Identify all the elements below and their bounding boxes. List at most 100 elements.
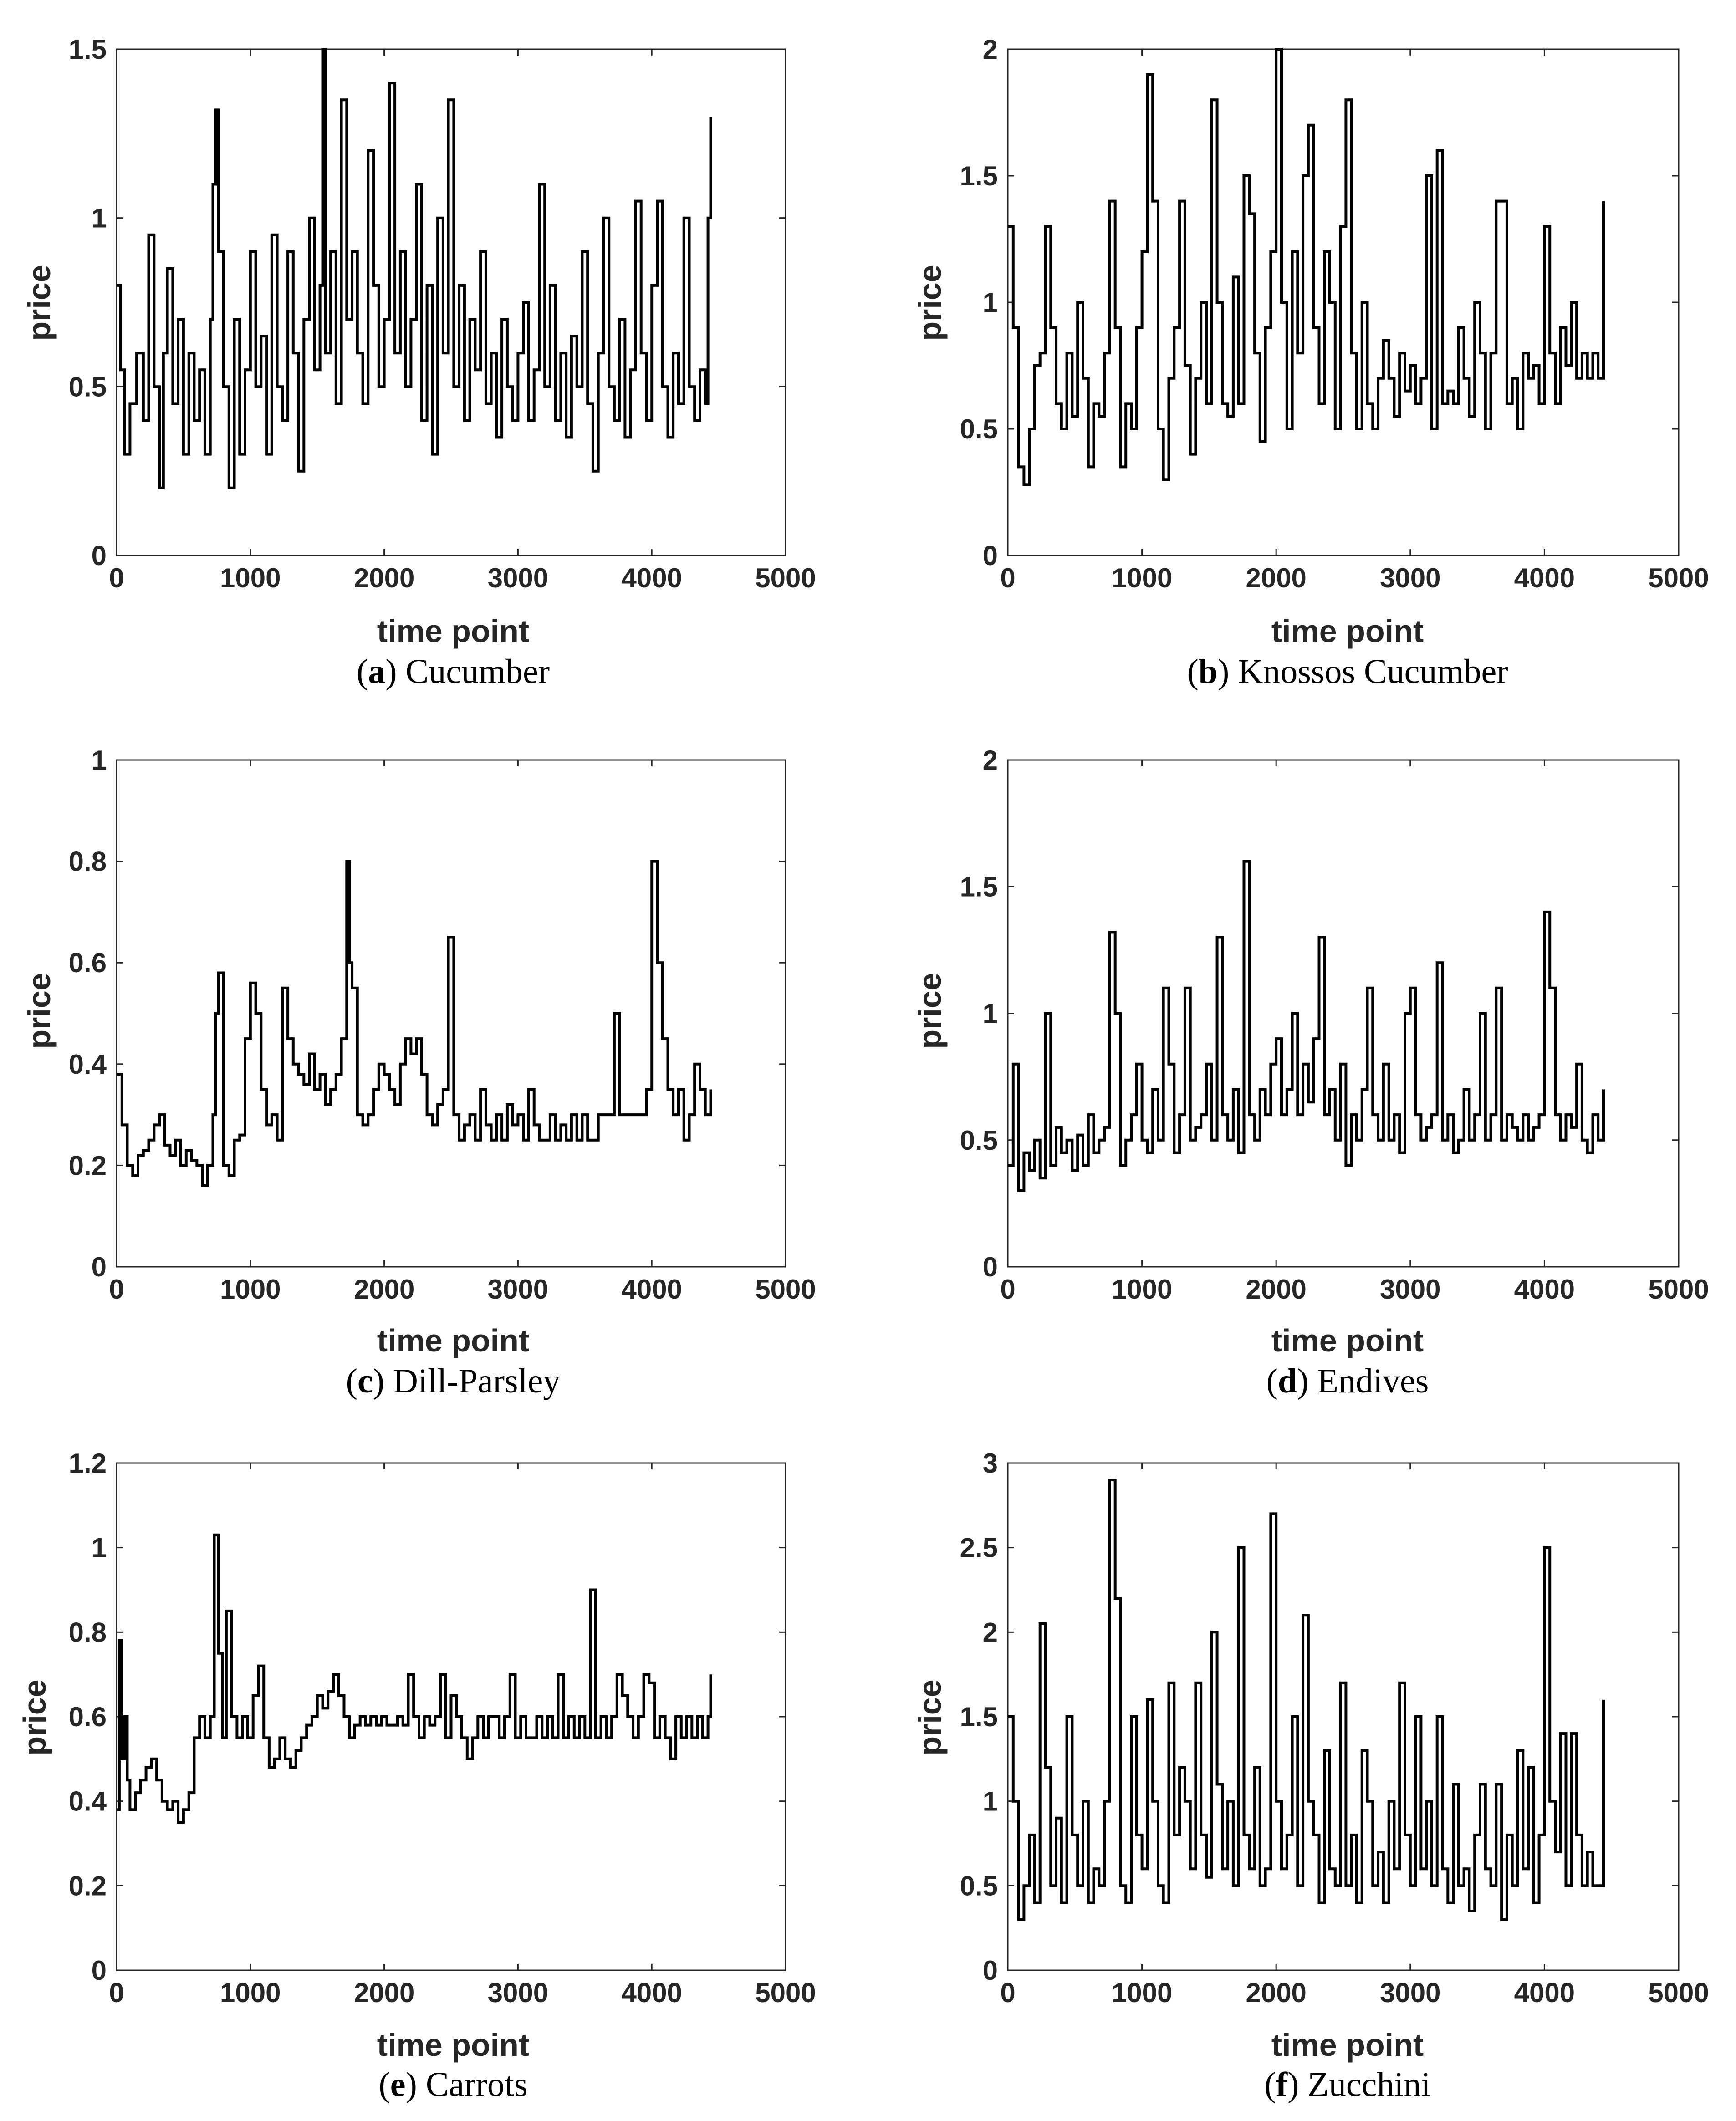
caption-c: (c) Dill-Parsley: [346, 1362, 561, 1400]
caption-letter: c: [357, 1362, 373, 1400]
y-tick-label: 0.4: [69, 1786, 107, 1817]
caption-a: (a) Cucumber: [356, 653, 550, 691]
x-tick-label: 3000: [1380, 563, 1440, 593]
series-line: [1008, 860, 1605, 1192]
panel-f: price time point 0 1000 2000 3000 4000 5000 0 0…: [912, 1448, 1709, 2063]
y-tick-label: 0: [983, 1252, 998, 1282]
y-tick-label: 1: [92, 203, 107, 234]
plot-frame: [116, 48, 786, 556]
x-tick-label: 0: [109, 563, 124, 593]
y-axis-title: price: [21, 265, 57, 341]
y-tick-label: 0.5: [69, 372, 107, 402]
panel-b: price time point 0 1000 2000 3000 4000 5000 0 0…: [912, 34, 1709, 649]
y-tick-label: 0.6: [69, 1702, 107, 1732]
y-tick-label: 3: [983, 1448, 998, 1479]
y-tick-label: 1: [92, 745, 107, 775]
x-tick-label: 0: [1000, 1274, 1015, 1305]
x-axis-title: time point: [1271, 1323, 1424, 1358]
y-tick-label: 0.6: [69, 948, 107, 978]
series-line: [117, 1533, 712, 1824]
x-tick-label: 1000: [1112, 1978, 1172, 2008]
y-tick-label: 0: [92, 1252, 107, 1282]
x-tick-label: 3000: [1380, 1274, 1440, 1305]
y-tick-label: 1.2: [69, 1448, 107, 1479]
x-tick-label: 4000: [621, 563, 682, 593]
x-tick-label: 1000: [220, 1274, 281, 1305]
y-tick-label: 2: [983, 34, 998, 65]
caption-letter: a: [368, 653, 386, 691]
caption-text: Cucumber: [405, 653, 550, 691]
caption-letter: b: [1198, 653, 1218, 691]
y-tick-label: 2: [983, 1617, 998, 1647]
x-tick-label: 3000: [488, 1274, 548, 1305]
caption-text: Zucchini: [1307, 2065, 1431, 2104]
caption-text: Knossos Cucumber: [1238, 653, 1508, 691]
y-tick-label: 0.8: [69, 1617, 107, 1647]
y-axis-title: price: [912, 973, 948, 1049]
x-tick-label: 0: [109, 1274, 124, 1305]
x-tick-label: 5000: [755, 563, 816, 593]
caption-letter: d: [1277, 1362, 1297, 1400]
caption-d: (d) Endives: [1266, 1362, 1429, 1400]
caption-text: Carrots: [425, 2065, 528, 2104]
x-tick-label: 0: [1000, 1978, 1015, 2008]
panel-e: price time point 0 1000 2000 3000 4000 5000 0 0…: [17, 1448, 816, 2063]
caption-f: (f) Zucchini: [1264, 2065, 1431, 2104]
x-axis-title: time point: [1271, 2027, 1424, 2063]
x-tick-label: 0: [109, 1978, 124, 2008]
x-tick-label: 1000: [220, 563, 281, 593]
x-tick-label: 2000: [354, 1978, 414, 2008]
y-tick-label: 0.4: [69, 1049, 107, 1080]
x-axis-title: time point: [377, 1323, 529, 1358]
x-tick-label: 3000: [488, 1978, 548, 2008]
y-tick-label: 0.5: [960, 1871, 998, 1901]
series-line: [117, 48, 712, 489]
y-tick-label: 1.5: [960, 161, 998, 191]
y-tick-label: 0.2: [69, 1871, 107, 1901]
x-tick-label: 5000: [1648, 1274, 1709, 1305]
x-tick-label: 2000: [354, 563, 414, 593]
y-tick-label: 1: [983, 999, 998, 1029]
y-tick-label: 0.5: [960, 414, 998, 444]
x-tick-label: 5000: [1648, 563, 1709, 593]
x-tick-label: 4000: [621, 1274, 682, 1305]
series-line: [1008, 48, 1605, 486]
y-tick-label: 0: [983, 540, 998, 571]
x-axis-title: time point: [377, 613, 529, 649]
x-tick-label: 3000: [488, 563, 548, 593]
y-tick-label: 0.2: [69, 1150, 107, 1181]
x-tick-label: 3000: [1380, 1978, 1440, 2008]
y-tick-label: 0: [983, 1955, 998, 1986]
panel-a: price time point 0 1000 2000 3000 4000 5000 0 0…: [21, 34, 816, 649]
x-axis-title: time point: [377, 2027, 529, 2063]
x-tick-label: 5000: [755, 1978, 816, 2008]
y-tick-label: 2.5: [960, 1533, 998, 1563]
y-tick-label: 1: [983, 1786, 998, 1817]
x-tick-label: 4000: [621, 1978, 682, 2008]
x-tick-label: 1000: [1112, 563, 1172, 593]
panel-c: price time point 0 1000 2000 3000 4000 5000 0 0…: [21, 745, 816, 1358]
caption-b: (b) Knossos Cucumber: [1187, 653, 1508, 691]
y-tick-label: 1: [92, 1533, 107, 1563]
x-tick-label: 2000: [1246, 1978, 1306, 2008]
caption-letter: f: [1276, 2065, 1288, 2104]
x-axis-title: time point: [1271, 613, 1424, 649]
y-axis-title: price: [912, 265, 948, 341]
x-tick-label: 5000: [1648, 1978, 1709, 2008]
caption-text: Dill-Parsley: [393, 1362, 561, 1400]
y-tick-label: 1: [983, 287, 998, 318]
x-tick-label: 1000: [220, 1978, 281, 2008]
caption-e: (e) Carrots: [378, 2065, 528, 2104]
x-tick-label: 0: [1000, 563, 1015, 593]
x-tick-label: 4000: [1514, 563, 1575, 593]
series-line: [117, 860, 712, 1187]
y-tick-label: 1.5: [960, 872, 998, 902]
x-tick-label: 2000: [1246, 1274, 1306, 1305]
x-tick-label: 2000: [354, 1274, 414, 1305]
plot-frame: [116, 759, 786, 1268]
y-tick-label: 1.5: [69, 34, 107, 65]
y-axis-title: price: [21, 973, 57, 1049]
x-tick-label: 4000: [1514, 1274, 1575, 1305]
caption-letter: e: [390, 2065, 406, 2104]
